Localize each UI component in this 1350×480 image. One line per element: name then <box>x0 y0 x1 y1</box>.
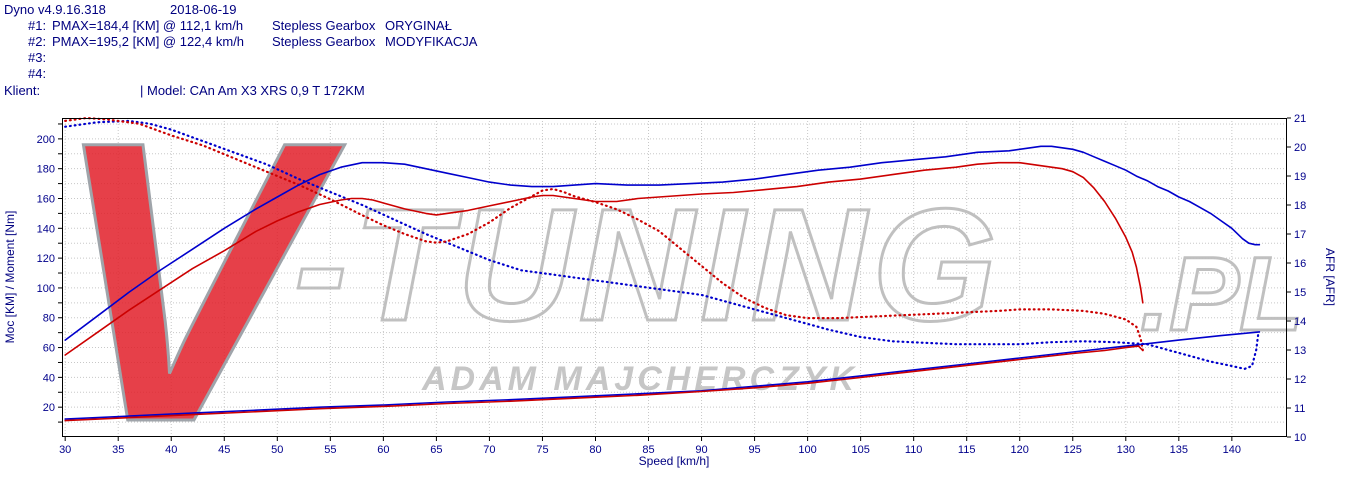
y-right-tick-label: 15 <box>1294 287 1306 299</box>
watermark: V -TUNING .PL ADAM MAJCHERCZYK <box>49 57 1305 480</box>
report-date: 2018-06-19 <box>170 2 237 17</box>
series-afr-modyfikacja <box>64 119 1260 370</box>
x-tick-label: 135 <box>1170 444 1188 456</box>
app-title: Dyno v4.9.16.318 <box>4 2 106 17</box>
x-tick-label: 100 <box>798 444 816 456</box>
y-right-tick-label: 14 <box>1294 316 1306 328</box>
x-tick-label: 65 <box>430 444 442 456</box>
x-tick-label: 130 <box>1117 444 1135 456</box>
series-moc-oryginal <box>64 161 1144 356</box>
run2-tag: MODYFIKACJA <box>385 34 478 49</box>
run2-pmax: PMAX=195,2 [KM] @ 122,4 km/h <box>52 34 245 49</box>
y-right-tick-label: 12 <box>1294 374 1306 386</box>
x-tick-label: 95 <box>748 444 760 456</box>
run3-id: #3: <box>28 50 47 65</box>
watermark-author-text: ADAM MAJCHERCZYK <box>421 360 858 398</box>
y-left-tick-label: 160 <box>37 193 55 205</box>
y-right-tick-label: 18 <box>1294 200 1306 212</box>
run4-id: #4: <box>28 66 47 81</box>
run1-pmax: PMAX=184,4 [KM] @ 112,1 km/h <box>52 18 244 33</box>
y-left-axis-title: Moc [KM] / Moment [Nm] <box>3 211 17 344</box>
x-tick-label: 90 <box>695 444 707 456</box>
chart-axes: 30 35 40 45 50 55 60 65 70 75 80 85 90 95 100 105 110 115… <box>37 113 1307 456</box>
y-left-tick-label: 120 <box>37 253 55 265</box>
x-tick-label: 40 <box>165 444 177 456</box>
x-tick-label: 70 <box>483 444 495 456</box>
y-right-tick-label: 16 <box>1294 258 1306 270</box>
model-text: | Model: CAn Am X3 XRS 0,9 T 172KM <box>140 83 365 98</box>
run2-gearbox: Stepless Gearbox <box>272 34 376 49</box>
x-tick-label: 55 <box>324 444 336 456</box>
watermark-brand-text: -TUNING <box>294 175 1003 354</box>
x-tick-label: 50 <box>271 444 283 456</box>
y-left-tick-label: 40 <box>43 372 55 384</box>
run1-id: #1: <box>28 18 47 33</box>
watermark-pl-text: .PL <box>1140 236 1303 353</box>
y-left-tick-label: 100 <box>37 283 55 295</box>
y-right-tick-label: 11 <box>1294 403 1305 415</box>
x-tick-label: 75 <box>536 444 548 456</box>
x-tick-label: 115 <box>958 444 976 456</box>
x-tick-label: 125 <box>1064 444 1082 456</box>
x-tick-label: 105 <box>851 444 869 456</box>
x-tick-label: 85 <box>642 444 654 456</box>
y-right-tick-label: 20 <box>1294 142 1306 154</box>
x-axis-title: Speed [km/h] <box>639 454 710 468</box>
y-left-tick-label: 200 <box>37 134 55 146</box>
y-right-tick-label: 17 <box>1294 229 1306 241</box>
x-tick-label: 30 <box>59 444 71 456</box>
y-right-tick-label: 19 <box>1294 171 1306 183</box>
x-tick-label: 60 <box>377 444 389 456</box>
run1-tag: ORYGINAŁ <box>385 18 452 33</box>
y-right-tick-label: 10 <box>1294 432 1306 444</box>
y-left-tick-label: 60 <box>43 343 55 355</box>
y-left-tick-label: 180 <box>37 164 55 176</box>
y-right-axis-title: AFR [AFR] <box>1323 248 1337 306</box>
x-tick-label: 45 <box>218 444 230 456</box>
x-tick-label: 120 <box>1011 444 1029 456</box>
series-moment-modyfikacja <box>64 331 1261 420</box>
x-tick-label: 35 <box>112 444 124 456</box>
series-moment-oryginal <box>64 345 1144 422</box>
y-left-tick-label: 20 <box>43 402 55 414</box>
y-left-tick-label: 80 <box>43 313 55 325</box>
y-right-tick-label: 21 <box>1294 113 1306 125</box>
run2-id: #2: <box>28 34 47 49</box>
y-right-tick-label: 13 <box>1294 345 1306 357</box>
x-tick-label: 80 <box>589 444 601 456</box>
chart-grid <box>62 118 1287 437</box>
run1-gearbox: Stepless Gearbox <box>272 18 376 33</box>
client-label: Klient: <box>4 83 41 98</box>
y-left-tick-label: 140 <box>37 223 55 235</box>
x-tick-label: 140 <box>1223 444 1241 456</box>
x-tick-label: 110 <box>905 444 923 456</box>
chart-series <box>64 116 1261 422</box>
series-moc-modyfikacja <box>64 145 1261 341</box>
